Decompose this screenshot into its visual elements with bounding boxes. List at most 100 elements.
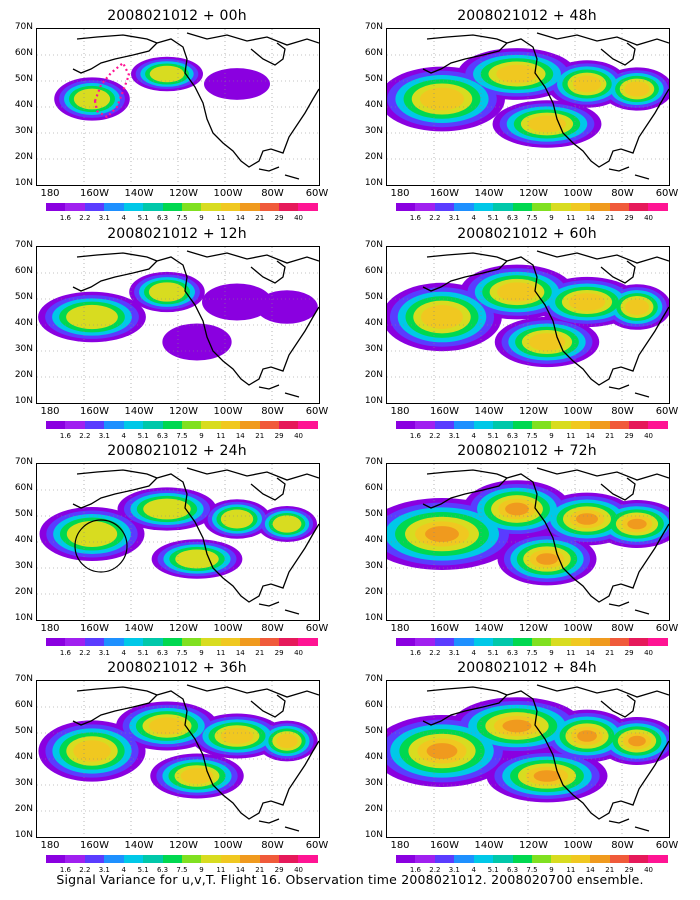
colorbar-swatch <box>629 203 649 211</box>
colorbar-swatch <box>609 203 630 211</box>
longitude-label: 140W <box>124 406 154 417</box>
signal-variance-contour <box>143 498 191 520</box>
colorbar-swatch <box>551 638 571 646</box>
colorbar-swatch <box>123 421 144 429</box>
colorbar-label: 14 <box>585 432 595 440</box>
latitude-label: 20N <box>364 587 383 597</box>
colorbar-label: 11 <box>216 432 226 440</box>
longitude-label: 120W <box>169 840 198 851</box>
longitude-label: 60W <box>655 840 679 851</box>
latitude-label: 70N <box>364 674 383 684</box>
colorbar-label: 21 <box>255 866 265 874</box>
colorbar-label: 11 <box>216 214 226 222</box>
signal-variance-contour <box>628 735 646 747</box>
latitude-label: 30N <box>14 344 33 354</box>
map-area <box>386 246 670 404</box>
latitude-label: 60N <box>364 48 383 58</box>
colorbar-label: 6.3 <box>506 214 519 222</box>
colorbar-swatch <box>201 421 221 429</box>
colorbar-swatch <box>298 638 318 646</box>
colorbar-label: 2.2 <box>79 214 91 222</box>
longitude-label: 80W <box>261 623 284 634</box>
signal-variance-contour <box>276 733 298 749</box>
latitude-label: 30N <box>364 126 383 136</box>
coastline <box>186 32 319 46</box>
colorbar-swatch <box>123 638 144 646</box>
colorbar-label: 29 <box>624 432 634 440</box>
colorbar-swatch <box>590 855 610 863</box>
colorbar-swatch <box>531 855 552 863</box>
signal-variance-contour <box>419 87 465 111</box>
latitude-label: 60N <box>14 266 33 276</box>
longitude-label: 120W <box>519 188 548 199</box>
colorbar-swatch <box>46 421 66 429</box>
longitude-label: 180 <box>40 840 60 851</box>
colorbar-label: 4 <box>471 866 476 874</box>
longitude-label: 80W <box>611 840 634 851</box>
colorbar-swatch <box>531 203 552 211</box>
colorbar-label: 11 <box>216 866 226 874</box>
colorbar-label: 4 <box>121 214 126 222</box>
latitude-label: 50N <box>364 292 383 302</box>
colorbar-label: 5.1 <box>487 866 499 874</box>
colorbar-swatch <box>220 421 241 429</box>
colorbar-swatch <box>493 203 513 211</box>
longitude-label: 180 <box>390 188 410 199</box>
forecast-panel: 2008021012 + 00h 70N 60N 50N 40N 30N 20N 10N 180… <box>2 8 332 228</box>
colorbar-swatch <box>396 638 416 646</box>
colorbar-label: 5.1 <box>137 214 149 222</box>
coastline <box>506 256 669 386</box>
colorbar-swatch <box>473 638 494 646</box>
colorbar-label: 4 <box>471 214 476 222</box>
latitude-label: 60N <box>14 48 33 58</box>
colorbar-label: 14 <box>235 214 245 222</box>
colorbar-swatch <box>512 638 532 646</box>
latitude-label: 20N <box>364 804 383 814</box>
colorbar-label: 29 <box>274 866 284 874</box>
colorbar-label: 21 <box>605 432 615 440</box>
signal-variance-contour <box>496 64 538 84</box>
signal-variance-contour <box>162 323 232 361</box>
colorbar-swatch <box>259 421 280 429</box>
longitude-label: 100W <box>213 623 243 634</box>
longitude-label: 60W <box>305 406 329 417</box>
colorbar-label: 5.1 <box>137 866 149 874</box>
signal-variance-contour <box>425 526 459 542</box>
forecast-panel: 2008021012 + 12h 70N 60N 50N 40N 30N 20N 10N 180… <box>2 226 332 446</box>
colorbar-label: 29 <box>274 432 284 440</box>
colorbar-swatch <box>181 203 202 211</box>
colorbar-label: 6.3 <box>506 432 519 440</box>
coastline <box>250 694 286 718</box>
map-area <box>386 680 670 838</box>
longitude-label: 120W <box>519 623 548 634</box>
coastline <box>156 473 319 603</box>
coastline <box>258 818 300 832</box>
colorbar-swatch <box>531 421 552 429</box>
colorbar-swatch <box>123 855 144 863</box>
longitude-label: 160W <box>80 840 109 851</box>
colorbar-label: 29 <box>624 649 634 657</box>
colorbar-swatch <box>298 855 318 863</box>
colorbar-label: 7.5 <box>176 432 188 440</box>
colorbar-swatch <box>415 203 435 211</box>
colorbar-label: 7.5 <box>526 866 538 874</box>
colorbar-swatch <box>629 638 649 646</box>
latitude-label: 70N <box>14 240 33 250</box>
colorbar-label: 4 <box>471 432 476 440</box>
longitude-label: 180 <box>390 623 410 634</box>
colorbar-label: 3.1 <box>448 649 460 657</box>
coastline <box>422 686 509 726</box>
colorbar-swatch <box>201 203 221 211</box>
longitude-label: 180 <box>390 840 410 851</box>
colorbar-swatch <box>609 421 630 429</box>
colorbar-label: 1.6 <box>59 432 71 440</box>
colorbar-swatch <box>279 203 299 211</box>
colorbar-swatch <box>473 203 494 211</box>
coastline <box>72 34 159 74</box>
signal-variance-contour <box>421 305 463 329</box>
signal-variance-contour <box>73 740 111 762</box>
longitude-label: 80W <box>611 623 634 634</box>
latitude-label: 20N <box>14 587 33 597</box>
coastline <box>156 38 319 168</box>
coastline <box>186 467 319 481</box>
